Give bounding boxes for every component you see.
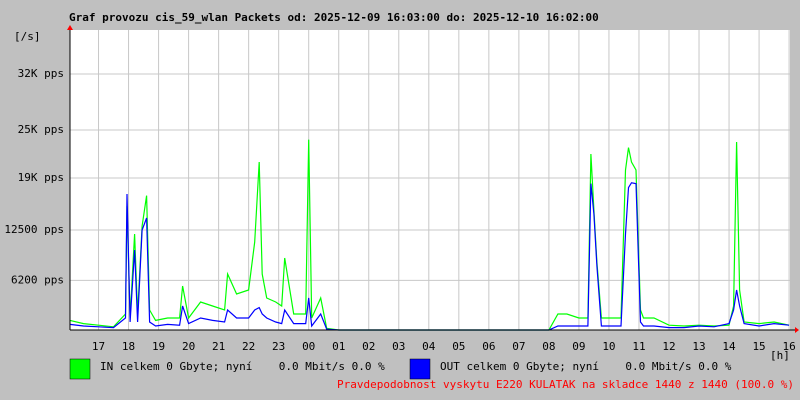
footer-note: Pravdepodobnost vyskytu E220 KULATAK na … — [337, 378, 794, 391]
x-tick-label: 06 — [482, 340, 495, 353]
x-tick-label: 21 — [212, 340, 225, 353]
plot-area — [70, 30, 790, 330]
y-tick-label: 19K pps — [18, 171, 64, 184]
x-axis-arrow — [795, 327, 799, 333]
x-tick-label: 23 — [272, 340, 285, 353]
x-tick-label: 04 — [422, 340, 436, 353]
legend-label: OUT celkem 0 Gbyte; nyní 0.0 Mbit/s 0.0 … — [440, 360, 732, 373]
legend-swatch — [409, 358, 431, 380]
y-tick-label: 6200 pps — [11, 273, 64, 286]
y-tick-label: 12500 pps — [4, 223, 64, 236]
x-tick-label: 13 — [692, 340, 705, 353]
x-tick-label: 07 — [512, 340, 525, 353]
y-axis-arrow — [67, 25, 73, 30]
x-tick-label: 11 — [632, 340, 645, 353]
x-tick-label: 19 — [152, 340, 165, 353]
x-tick-label: 10 — [602, 340, 615, 353]
x-tick-label: 03 — [392, 340, 405, 353]
x-tick-label: 01 — [332, 340, 345, 353]
x-axis-label: [h] — [770, 349, 790, 362]
x-tick-label: 17 — [92, 340, 105, 353]
x-tick-label: 08 — [542, 340, 555, 353]
x-tick-label: 05 — [452, 340, 465, 353]
x-tick-label: 02 — [362, 340, 375, 353]
chart-title: Graf provozu cis_59_wlan Packets od: 202… — [69, 11, 599, 24]
y-tick-label: 32K pps — [18, 67, 64, 80]
grid — [70, 30, 790, 330]
x-tick-label: 00 — [302, 340, 315, 353]
x-tick-label: 22 — [242, 340, 255, 353]
x-tick-label: 18 — [122, 340, 135, 353]
y-axis-label: [/s] — [14, 30, 41, 43]
legend-swatch — [69, 358, 91, 380]
x-tick-label: 15 — [752, 340, 765, 353]
x-tick-label: 16 — [782, 340, 795, 353]
legend-label: IN celkem 0 Gbyte; nyní 0.0 Mbit/s 0.0 % — [100, 360, 385, 373]
x-tick-label: 14 — [722, 340, 736, 353]
y-tick-label: 25K pps — [18, 123, 64, 136]
x-tick-label: 20 — [182, 340, 195, 353]
x-tick-label: 09 — [572, 340, 585, 353]
x-tick-label: 12 — [662, 340, 675, 353]
